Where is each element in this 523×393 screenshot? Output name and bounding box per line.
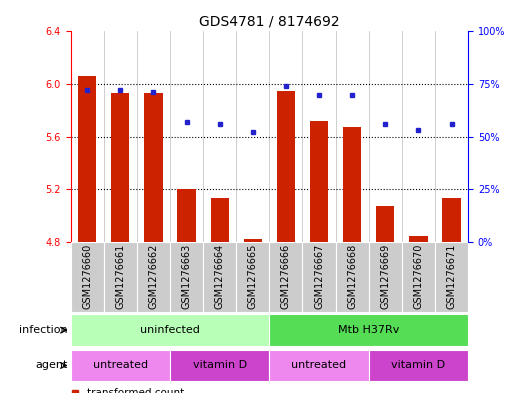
Text: vitamin D: vitamin D [391,360,446,371]
Bar [369,242,402,312]
Text: GSM1276661: GSM1276661 [115,244,126,309]
Bar [71,314,269,346]
Bar [336,242,369,312]
Text: GSM1276668: GSM1276668 [347,244,357,309]
Text: GSM1276665: GSM1276665 [248,244,258,309]
Bar [71,350,170,381]
Bar [402,242,435,312]
Bar [369,350,468,381]
Bar [269,314,468,346]
Bar [144,93,163,242]
Bar [203,242,236,312]
Bar [170,242,203,312]
Bar [211,198,229,242]
Text: GSM1276662: GSM1276662 [149,244,158,309]
Title: GDS4781 / 8174692: GDS4781 / 8174692 [199,15,339,29]
Text: GSM1276671: GSM1276671 [447,244,457,309]
Text: GSM1276664: GSM1276664 [214,244,225,309]
Bar [277,90,295,242]
Bar [269,350,369,381]
Bar [104,242,137,312]
Text: GSM1276666: GSM1276666 [281,244,291,309]
Text: untreated: untreated [291,360,347,371]
Bar [177,189,196,242]
Text: GSM1276663: GSM1276663 [181,244,191,309]
Bar [170,350,269,381]
Bar [137,242,170,312]
Bar [71,242,104,312]
Bar [244,239,262,242]
Text: GSM1276660: GSM1276660 [82,244,92,309]
Bar [302,242,336,312]
Bar [236,242,269,312]
Bar [310,121,328,242]
Text: vitamin D: vitamin D [192,360,247,371]
Bar [343,127,361,242]
Bar [435,242,468,312]
Bar [410,237,427,242]
Bar [376,206,394,242]
Text: Mtb H37Rv: Mtb H37Rv [338,325,400,335]
Bar [78,76,96,242]
Bar [269,242,302,312]
Text: untreated: untreated [93,360,148,371]
Bar [111,93,129,242]
Text: agent: agent [36,360,68,371]
Text: transformed count: transformed count [86,388,184,393]
Text: infection: infection [19,325,68,335]
Text: GSM1276667: GSM1276667 [314,244,324,309]
Text: GSM1276670: GSM1276670 [413,244,424,309]
Bar [442,198,461,242]
Text: GSM1276669: GSM1276669 [380,244,390,309]
Text: uninfected: uninfected [140,325,200,335]
